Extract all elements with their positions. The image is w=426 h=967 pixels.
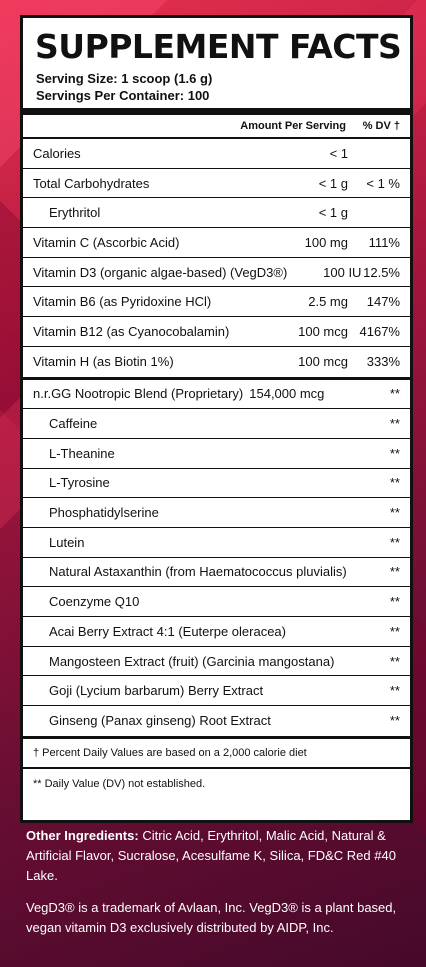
nutrient-name: Total Carbohydrates (33, 175, 150, 191)
blend-item: Mangosteen Extract (fruit) (Garcinia man… (23, 647, 410, 677)
servings-per-container: Servings Per Container: 100 (36, 88, 210, 103)
nutrient-dv: 333% (366, 354, 400, 370)
blend-item: L-Theanine ** (23, 439, 410, 469)
table-row: Vitamin B12 (as Cyanocobalamin) 100 mcg … (23, 317, 410, 347)
nutrient-amount: 100 IU (323, 264, 362, 280)
nutrient-amount: 100 mcg (298, 323, 348, 339)
nutrient-name: Vitamin B6 (as Pyridoxine HCl) (33, 294, 212, 310)
trademark-note: VegD3® is a trademark of Avlaan, Inc. Ve… (26, 900, 397, 935)
table-row: Erythritol < 1 g (23, 198, 410, 229)
blend-item: Lutein ** (23, 528, 410, 558)
ingredient-dv: ** (389, 416, 400, 432)
nutrient-dv: 147% (366, 294, 400, 310)
nutrient-amount: 2.5 mg (308, 294, 348, 310)
ingredient-dv: ** (389, 683, 400, 699)
blend-item: Natural Astaxanthin (from Haematococcus … (23, 558, 410, 588)
blend-item: Ginseng (Panax ginseng) Root Extract ** (23, 706, 410, 736)
nutrient-amount: < 1 g (318, 175, 348, 191)
nutrient-amount: < 1 g (318, 205, 348, 221)
nutrient-name: Vitamin C (Ascorbic Acid) (33, 234, 180, 250)
footnote-daily-value: † Percent Daily Values are based on a 2,… (23, 739, 410, 769)
blend-item: Acai Berry Extract 4:1 (Euterpe oleracea… (23, 617, 410, 647)
nutrient-amount: 100 mcg (298, 354, 348, 370)
table-row: Vitamin B6 (as Pyridoxine HCl) 2.5 mg 14… (23, 287, 410, 318)
panel-title: SUPPLEMENT FACTS (35, 27, 402, 66)
blend-item: Caffeine ** (23, 409, 410, 439)
amount-header: Amount Per Serving (240, 120, 346, 132)
ingredient-name: Lutein (49, 534, 85, 550)
ingredient-name: Acai Berry Extract 4:1 (Euterpe oleracea… (49, 623, 286, 639)
nutrient-dv: 12.5% (363, 264, 400, 280)
ingredient-dv: ** (389, 564, 400, 580)
ingredient-name: Ginseng (Panax ginseng) Root Extract (49, 713, 271, 729)
blend-item: L-Tyrosine ** (23, 469, 410, 499)
other-ingredients: Other Ingredients: Citric Acid, Erythrit… (26, 826, 411, 886)
blend-row: n.r.GG Nootropic Blend (Proprietary) 154… (23, 380, 410, 410)
thick-divider (23, 108, 410, 115)
blend-item: Goji (Lycium barbarum) Berry Extract ** (23, 676, 410, 707)
dv-header: % DV † (362, 120, 400, 132)
nutrient-amount: 100 mg (304, 234, 348, 250)
ingredient-dv: ** (389, 475, 400, 491)
table-row: Vitamin H (as Biotin 1%) 100 mcg 333% (23, 347, 410, 377)
table-row: Total Carbohydrates < 1 g < 1 % (23, 169, 410, 199)
nutrient-name: Erythritol (49, 205, 101, 221)
section-divider (23, 376, 410, 380)
supplement-facts-panel: SUPPLEMENT FACTS Serving Size: 1 scoop (… (20, 15, 413, 823)
table-row: Vitamin D3 (organic algae-based) (VegD3®… (23, 258, 410, 288)
ingredient-dv: ** (389, 445, 400, 461)
ingredient-dv: ** (389, 653, 400, 669)
blend-item: Coenzyme Q10 ** (23, 587, 410, 617)
serving-size: Serving Size: 1 scoop (1.6 g) (36, 71, 213, 86)
blend-item: Phosphatidylserine ** (23, 498, 410, 528)
ingredient-dv: ** (389, 505, 400, 521)
ingredient-dv: ** (389, 623, 400, 639)
ingredient-name: Phosphatidylserine (49, 505, 159, 521)
ingredient-name: Coenzyme Q10 (49, 594, 140, 610)
table-row: Vitamin C (Ascorbic Acid) 100 mg 111% (23, 228, 410, 258)
ingredient-dv: ** (389, 594, 400, 610)
section-divider (23, 735, 410, 739)
ingredient-name: L-Tyrosine (49, 475, 110, 491)
other-ingredients-section: Other Ingredients: Citric Acid, Erythrit… (26, 826, 411, 938)
ingredient-name: L-Theanine (49, 445, 115, 461)
ingredient-dv: ** (389, 534, 400, 550)
ingredient-name: Mangosteen Extract (fruit) (Garcinia man… (49, 653, 335, 669)
ingredient-name: Goji (Lycium barbarum) Berry Extract (49, 683, 264, 699)
footnote-not-established: ** Daily Value (DV) not established. (33, 777, 206, 790)
nutrient-name: Calories (33, 145, 81, 161)
blend-amount: 154,000 mcg (249, 386, 325, 402)
blend-dv: ** (389, 386, 400, 402)
other-ingredients-label: Other Ingredients: (26, 828, 139, 843)
nutrient-dv: 111% (368, 234, 400, 250)
nutrient-name: Vitamin D3 (organic algae-based) (VegD3®… (33, 264, 288, 280)
nutrient-name: Vitamin H (as Biotin 1%) (33, 354, 174, 370)
nutrient-amount: < 1 (329, 145, 348, 161)
ingredient-name: Natural Astaxanthin (from Haematococcus … (49, 564, 347, 580)
table-row: Calories < 1 (23, 139, 410, 169)
nutrient-dv: < 1 % (366, 175, 400, 191)
other-ingredients-text: Citric Acid, Erythritol, Malic Acid, Nat… (26, 828, 396, 883)
ingredient-dv: ** (389, 713, 400, 729)
blend-name: n.r.GG Nootropic Blend (Proprietary) (33, 386, 244, 402)
nutrient-dv: 4167% (359, 323, 400, 339)
table-header: Amount Per Serving % DV † (23, 115, 410, 139)
nutrient-name: Vitamin B12 (as Cyanocobalamin) (33, 323, 230, 339)
ingredient-name: Caffeine (49, 416, 98, 432)
